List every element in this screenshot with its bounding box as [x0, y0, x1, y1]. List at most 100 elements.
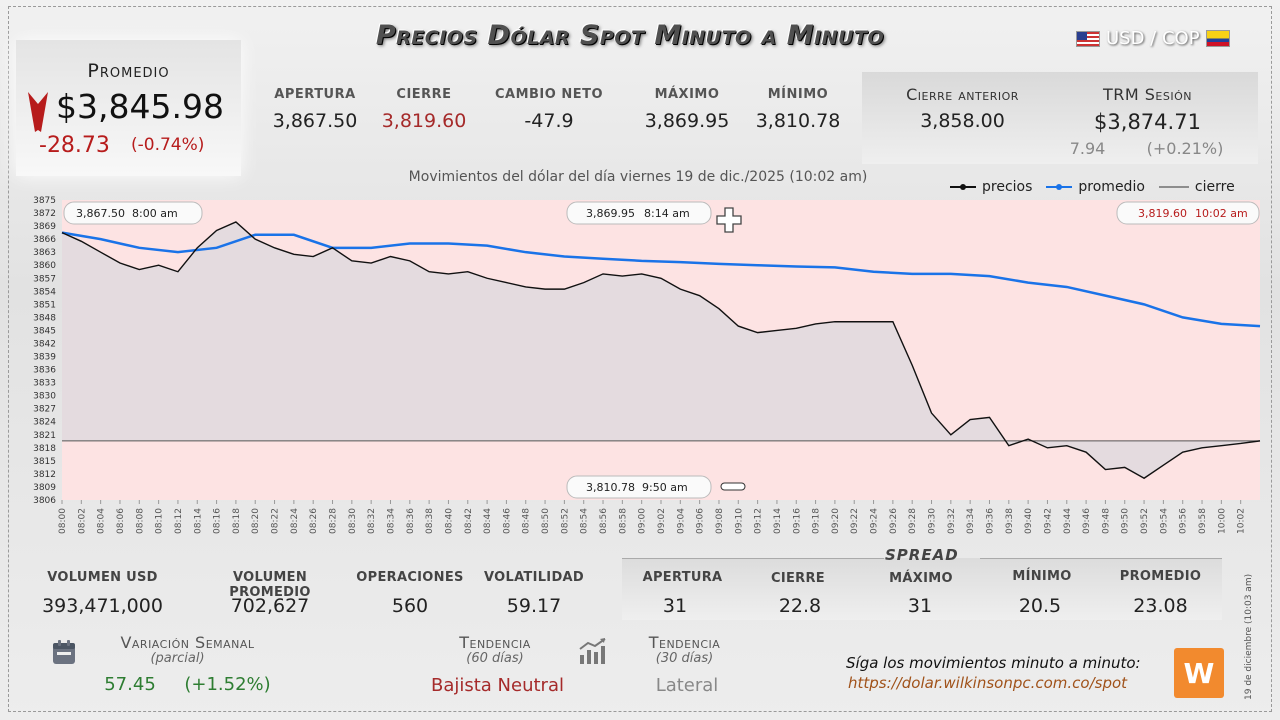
x-tick-label: 08:30: [348, 508, 358, 534]
cierre-swatch-icon: [1158, 186, 1189, 188]
trm-change-pct: (+0.21%): [1146, 139, 1224, 158]
x-tick-label: 09:40: [1024, 508, 1034, 534]
y-tick-label: 3866: [33, 235, 56, 245]
spread-min-value: 20.5: [1018, 595, 1062, 617]
x-tick-label: 09:26: [889, 508, 899, 534]
y-tick-label: 3857: [33, 274, 56, 284]
legend-promedio-label: promedio: [1078, 179, 1145, 195]
trend-60-sub: (60 días): [466, 651, 524, 666]
stat-net-change-label: CAMBIO NETO: [494, 87, 604, 102]
x-tick-label: 08:42: [464, 508, 474, 534]
spread-box: [622, 558, 1222, 620]
x-tick-label: 08:40: [444, 508, 454, 534]
y-tick-label: 3839: [33, 353, 56, 363]
volume-usd-label: VOLUMEN USD: [47, 570, 158, 585]
x-tick-label: 08:28: [329, 508, 339, 534]
currency-pair: USD / COP: [1076, 28, 1230, 49]
stat-net-change-value: -47.9: [524, 110, 574, 132]
average-label: Promedio: [87, 60, 170, 82]
x-tick-label: 09:38: [1005, 508, 1015, 534]
x-tick-label: 09:46: [1082, 508, 1092, 534]
footer-text: Síga los movimientos minuto a minuto:: [846, 654, 1141, 672]
down-arrow-icon: [28, 92, 48, 132]
stat-close-label: CIERRE: [396, 87, 452, 102]
price-area: [62, 221, 1260, 479]
volatility-value: 59.17: [506, 595, 562, 617]
x-tick-label: 08:22: [271, 508, 281, 534]
y-tick-label: 3869: [33, 222, 56, 232]
close-annotation-box: [1116, 201, 1260, 225]
previous-close-box: [862, 72, 1258, 164]
x-tick-label: 08:26: [309, 508, 319, 534]
close-annotation-text: 10:02 am: [1195, 207, 1248, 220]
y-tick-label: 3875: [33, 196, 56, 206]
x-tick-label: 09:02: [657, 508, 667, 534]
operations-label: OPERACIONES: [356, 570, 464, 585]
previous-close-label: Cierre anterior: [906, 85, 1019, 104]
previous-close-value: 3,858.00: [920, 110, 1005, 132]
y-tick-label: 3863: [33, 248, 56, 258]
y-tick-label: 3824: [33, 418, 56, 428]
x-tick-label: 08:02: [77, 508, 87, 534]
x-tick-label: 09:10: [734, 508, 744, 534]
x-tick-label: 08:16: [213, 508, 223, 534]
y-tick-label: 3821: [33, 431, 56, 441]
weekly-variation-value: 57.45: [104, 674, 156, 695]
x-tick-label: 09:20: [831, 508, 841, 534]
avg-volume-label: VOLUMEN PROMEDIO: [229, 570, 311, 600]
vertical-timestamp: 19 de diciembre (10:03 am): [1244, 573, 1254, 700]
x-tick-label: 09:56: [1179, 508, 1189, 534]
y-tick-label: 3848: [33, 313, 56, 323]
calendar-icon: [53, 640, 75, 664]
y-tick-label: 3827: [33, 405, 56, 415]
stat-max-value: 3,869.95: [644, 110, 730, 132]
x-tick-label: 09:28: [908, 508, 918, 534]
x-tick-label: 09:36: [985, 508, 995, 534]
y-tick-label: 3854: [33, 287, 56, 297]
wilkinson-logo[interactable]: W: [1174, 648, 1224, 698]
trend-30-value: Lateral: [655, 675, 719, 696]
spread-max-value: 31: [907, 595, 933, 617]
promedio-swatch-icon: [1046, 184, 1073, 190]
x-tick-label: 08:52: [560, 508, 570, 534]
x-tick-label: 09:14: [773, 508, 783, 534]
x-tick-label: 09:04: [676, 508, 686, 534]
x-tick-label: 08:56: [599, 508, 609, 534]
x-tick-label: 08:50: [541, 508, 551, 534]
x-tick-label: 08:32: [367, 508, 377, 534]
x-tick-label: 09:48: [1101, 508, 1111, 534]
x-tick-label: 08:12: [174, 508, 184, 534]
max-annotation-box: [566, 201, 712, 225]
x-tick-label: 08:54: [580, 508, 590, 534]
stat-min-label: MÍNIMO: [767, 87, 829, 102]
spread-avg-label: PROMEDIO: [1119, 569, 1202, 584]
legend-precios-label: precios: [982, 179, 1033, 195]
stat-max-label: MÁXIMO: [654, 87, 720, 102]
spread-divider-left: [622, 558, 884, 559]
x-tick-label: 08:20: [251, 508, 261, 534]
x-tick-label: 09:12: [754, 508, 764, 534]
trend-30-label: Tendencia: [648, 633, 721, 652]
x-tick-label: 08:34: [386, 508, 396, 534]
spread-open-label: APERTURA: [642, 570, 723, 585]
x-tick-label: 09:18: [812, 508, 822, 534]
trend-chart-icon: [579, 638, 606, 664]
legend-cierre-label: cierre: [1194, 179, 1235, 195]
x-tick-label: 08:46: [502, 508, 512, 534]
spread-close-value: 22.8: [778, 595, 822, 617]
trend-60-label: Tendencia: [459, 633, 531, 652]
footer-url-link[interactable]: https://dolar.wilkinsonpc.com.co/spot: [848, 674, 1128, 692]
x-tick-label: 09:22: [850, 508, 860, 534]
min-annotation-box: [566, 475, 712, 499]
y-tick-label: 3809: [33, 483, 56, 493]
x-tick-label: 09:32: [947, 508, 957, 534]
avg-volume-value: 702,627: [230, 595, 310, 617]
average-change: -28.73: [39, 133, 110, 158]
y-tick-label: 3872: [33, 209, 56, 219]
volume-usd-value: 393,471,000: [42, 595, 163, 617]
x-tick-label: 09:00: [638, 508, 648, 534]
y-tick-label: 3815: [33, 457, 56, 467]
precios-swatch-icon: [950, 184, 976, 190]
volatility-label: VOLATILIDAD: [484, 570, 584, 585]
x-tick-label: 09:44: [1063, 508, 1073, 534]
